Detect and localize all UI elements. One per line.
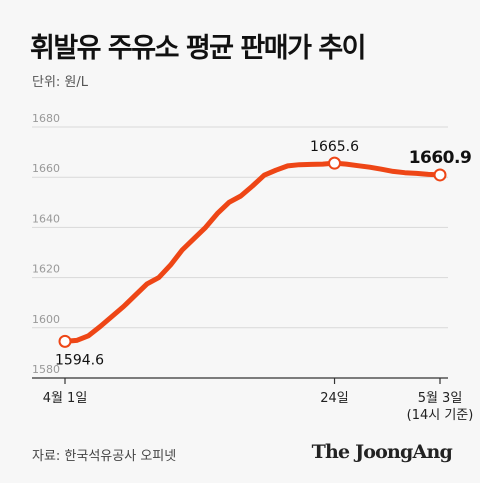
data-label: 1660.9: [409, 148, 472, 168]
unit-label: 단위: 원/L: [32, 75, 89, 90]
y-tick-label: 1660: [32, 162, 60, 175]
data-label: 1594.6: [55, 352, 104, 368]
source-note: 자료: 한국석유공사 오피넷: [32, 449, 177, 464]
x-tick-label: 24일: [320, 391, 349, 406]
data-label: 1665.6: [310, 139, 359, 155]
x-tick-label: 4월 1일: [43, 391, 88, 406]
y-tick-label: 1640: [32, 212, 60, 225]
data-point-marker: [58, 334, 72, 348]
brand-logo: The JoongAng: [311, 441, 453, 463]
data-point-marker: [328, 156, 342, 170]
y-tick-label: 1680: [32, 112, 60, 125]
y-tick-label: 1580: [32, 363, 60, 376]
price-line: [62, 160, 443, 344]
x-tick-label: 5월 3일: [418, 391, 463, 406]
y-tick-label: 1620: [32, 263, 60, 276]
y-tick-label: 1600: [32, 313, 60, 326]
data-point-marker: [433, 168, 447, 182]
x-tick-label: (14시 기준): [407, 408, 474, 423]
chart-title: 휘발유 주유소 평균 판매가 추이: [30, 33, 367, 64]
